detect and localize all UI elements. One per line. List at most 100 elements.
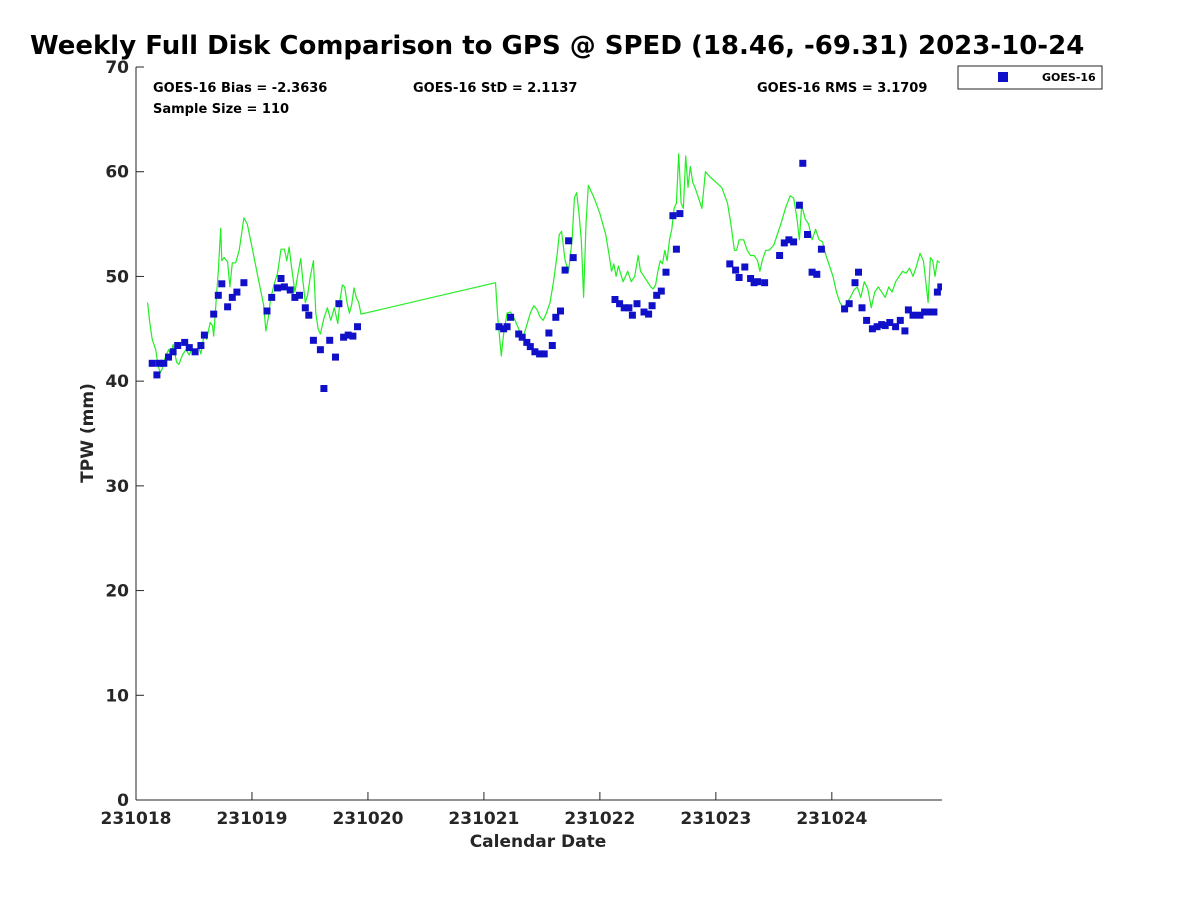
x-axis-label: Calendar Date <box>470 832 607 852</box>
y-tick-label: 0 <box>117 791 129 811</box>
std-annotation: GOES-16 StD = 2.1137 <box>413 81 577 96</box>
y-tick-label: 70 <box>105 58 129 78</box>
goes16-point <box>531 348 539 356</box>
goes16-point <box>648 302 656 310</box>
goes16-point <box>153 371 161 379</box>
goes16-point <box>904 306 912 314</box>
sample-size-annotation: Sample Size = 110 <box>153 102 289 117</box>
goes16-point <box>858 304 866 312</box>
goes16-point <box>845 300 853 308</box>
goes16-point <box>653 291 661 299</box>
goes16-point <box>672 245 680 253</box>
goes16-point <box>240 279 248 287</box>
goes16-point <box>565 237 573 245</box>
goes16-point <box>561 266 569 274</box>
rms-annotation: GOES-16 RMS = 3.1709 <box>757 81 927 96</box>
goes16-point <box>921 308 929 316</box>
goes16-point <box>552 313 560 321</box>
goes16-point <box>263 307 271 315</box>
goes16-point <box>808 268 816 276</box>
goes16-point <box>495 323 503 331</box>
goes16-point <box>518 333 526 341</box>
goes16-point <box>214 291 222 299</box>
goes16-point <box>291 293 299 301</box>
y-tick-label: 30 <box>105 477 129 497</box>
goes16-point <box>795 201 803 209</box>
goes16-point <box>148 359 156 367</box>
goes16-point <box>526 343 534 351</box>
goes16-point <box>780 239 788 247</box>
goes16-point <box>200 331 208 339</box>
goes16-point <box>817 245 825 253</box>
x-axis-ticks: 231018 231019 231020 231021 231022 231023 2310… <box>101 792 867 829</box>
bias-annotation: GOES-16 Bias = -2.3636 <box>153 81 327 96</box>
goes16-point <box>616 300 624 308</box>
goes16-point <box>851 279 859 287</box>
goes16-point <box>611 296 619 303</box>
x-tick-label: 231019 <box>216 809 287 829</box>
goes16-point <box>937 283 942 291</box>
goes16-point <box>169 348 177 356</box>
goes16-point <box>569 254 577 262</box>
goes16-point <box>863 316 871 324</box>
goes16-point <box>901 327 909 335</box>
goes16-point <box>841 305 849 313</box>
goes16-point <box>676 210 684 218</box>
goes16-point <box>732 266 740 274</box>
goes16-point <box>785 236 793 244</box>
y-tick-label: 40 <box>105 372 129 392</box>
goes16-point <box>335 300 343 308</box>
goes16-point <box>790 238 798 246</box>
goes16-point <box>799 159 807 167</box>
goes16-point <box>754 278 762 286</box>
x-tick-label: 231024 <box>796 809 867 829</box>
legend: GOES-16 <box>957 65 1103 90</box>
goes16-point <box>545 329 553 337</box>
goes16-series <box>148 159 942 392</box>
goes16-point <box>892 323 900 331</box>
goes16-point <box>274 284 281 292</box>
goes16-point <box>332 353 339 361</box>
goes16-point <box>925 308 933 316</box>
goes16-point <box>669 212 677 220</box>
goes16-point <box>523 338 531 346</box>
goes16-point <box>280 283 288 291</box>
goes16-point <box>657 287 665 295</box>
goes16-point <box>155 359 163 367</box>
goes16-point <box>224 303 232 311</box>
goes16-point <box>218 280 226 288</box>
axes-background <box>136 67 942 800</box>
legend-marker <box>998 72 1008 82</box>
goes16-point <box>886 319 894 326</box>
y-tick-label: 20 <box>105 582 129 602</box>
x-tick-label: 231023 <box>680 809 751 829</box>
goes16-point <box>645 310 653 318</box>
goes16-point <box>349 332 357 340</box>
goes16-point <box>174 342 182 349</box>
goes16-point <box>741 263 749 271</box>
goes16-point <box>933 288 941 296</box>
goes16-point <box>301 304 309 312</box>
goes16-point <box>761 279 769 287</box>
goes16-point <box>813 270 821 278</box>
goes16-point <box>909 311 917 319</box>
goes16-point <box>640 308 648 316</box>
goes16-point <box>344 331 352 339</box>
goes16-point <box>536 350 544 358</box>
goes16-point <box>165 353 172 361</box>
goes16-point <box>233 288 241 296</box>
plot-area: 0 10 20 30 40 50 60 70 231018 231019 231020 231021… <box>101 58 942 829</box>
goes16-point <box>354 323 361 331</box>
y-axis-ticks: 0 10 20 30 40 50 60 70 <box>105 58 144 811</box>
x-tick-label: 231018 <box>101 809 172 829</box>
goes16-point <box>804 231 811 238</box>
goes16-point <box>540 350 548 358</box>
goes16-point <box>548 342 556 349</box>
goes16-point <box>735 274 743 281</box>
goes16-point <box>620 304 628 312</box>
goes16-point <box>662 268 670 276</box>
goes16-point <box>305 311 313 319</box>
goes16-point <box>503 323 511 331</box>
goes16-point <box>873 323 881 331</box>
